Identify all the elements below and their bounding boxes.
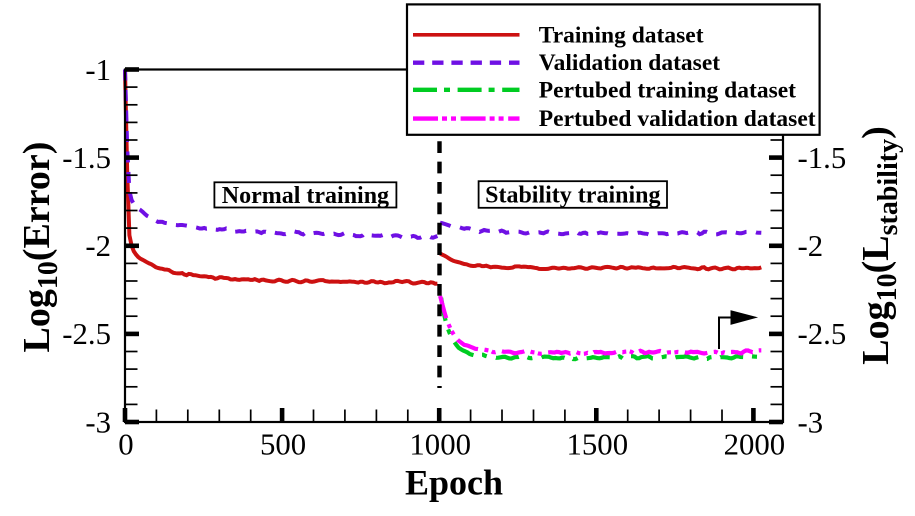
svg-text:-1.5: -1.5 [62,141,111,175]
svg-text:1000: 1000 [409,427,471,461]
svg-text:-2: -2 [85,229,111,263]
svg-text:500: 500 [260,427,306,461]
svg-text:Epoch: Epoch [405,463,503,503]
svg-text:Normal training: Normal training [222,183,389,209]
svg-text:-2.5: -2.5 [798,317,847,351]
svg-text:-3: -3 [85,405,111,439]
svg-text:1500: 1500 [567,427,629,461]
svg-text:Validation dataset: Validation dataset [539,50,720,76]
svg-text:Training dataset: Training dataset [539,22,704,48]
svg-text:Log10(Error): Log10(Error) [16,142,64,353]
svg-text:-2.5: -2.5 [62,317,111,351]
svg-text:-1.5: -1.5 [798,141,847,175]
svg-text:Pertubed training dataset: Pertubed training dataset [539,77,796,103]
svg-text:Pertubed validation dataset: Pertubed validation dataset [539,106,816,132]
svg-text:Stability training: Stability training [485,183,660,209]
svg-text:0: 0 [118,427,133,461]
svg-text:-1: -1 [85,53,111,87]
svg-text:2000: 2000 [724,427,786,461]
svg-text:-3: -3 [798,405,824,439]
svg-text:-2: -2 [798,229,824,263]
